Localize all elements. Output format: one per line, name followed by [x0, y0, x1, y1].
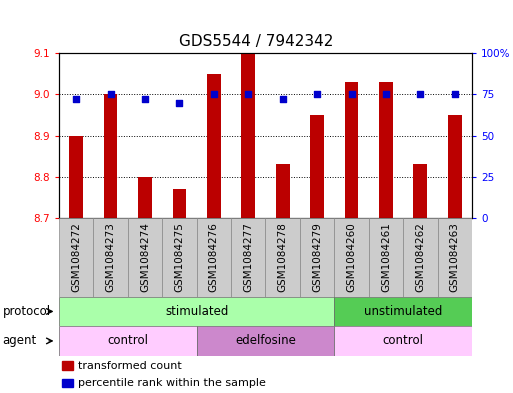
Bar [59, 297, 334, 326]
Bar [104, 94, 117, 218]
Text: GDS5544 / 7942342: GDS5544 / 7942342 [180, 34, 333, 49]
Bar [242, 53, 255, 218]
Bar [128, 218, 162, 297]
Bar [207, 73, 221, 218]
Text: GSM1084260: GSM1084260 [346, 222, 357, 292]
Bar [162, 218, 196, 297]
Text: GSM1084278: GSM1084278 [278, 222, 288, 292]
Bar [138, 177, 152, 218]
Text: GSM1084274: GSM1084274 [140, 222, 150, 292]
Text: protocol: protocol [3, 305, 51, 318]
Text: edelfosine: edelfosine [235, 334, 296, 347]
Point [382, 91, 390, 97]
Point [313, 91, 321, 97]
Text: GSM1084263: GSM1084263 [450, 222, 460, 292]
Text: GSM1084276: GSM1084276 [209, 222, 219, 292]
Bar [276, 164, 289, 218]
Bar [300, 218, 334, 297]
Bar [172, 189, 186, 218]
Text: GSM1084272: GSM1084272 [71, 222, 81, 292]
Point [279, 96, 287, 103]
Bar [231, 218, 266, 297]
Bar [379, 82, 393, 218]
Text: control: control [383, 334, 424, 347]
Text: GSM1084279: GSM1084279 [312, 222, 322, 292]
Point [347, 91, 356, 97]
Text: GSM1084261: GSM1084261 [381, 222, 391, 292]
Text: stimulated: stimulated [165, 305, 228, 318]
Text: percentile rank within the sample: percentile rank within the sample [78, 378, 266, 388]
Bar [369, 218, 403, 297]
Bar [334, 218, 369, 297]
Text: GSM1084262: GSM1084262 [416, 222, 425, 292]
Bar [62, 379, 73, 387]
Point [450, 91, 459, 97]
Bar [448, 115, 462, 218]
Bar [196, 218, 231, 297]
Text: GSM1084275: GSM1084275 [174, 222, 185, 292]
Point [210, 91, 218, 97]
Bar [403, 218, 438, 297]
Bar [310, 115, 324, 218]
Point [107, 91, 115, 97]
Text: control: control [107, 334, 148, 347]
Bar [413, 164, 427, 218]
Bar [438, 218, 472, 297]
Point [72, 96, 81, 103]
Bar [345, 82, 359, 218]
Bar [59, 326, 196, 356]
Point [244, 91, 252, 97]
Text: transformed count: transformed count [78, 360, 182, 371]
Bar [59, 218, 93, 297]
Bar [62, 361, 73, 370]
Bar [196, 326, 334, 356]
Text: unstimulated: unstimulated [364, 305, 442, 318]
Text: GSM1084273: GSM1084273 [106, 222, 115, 292]
Bar [334, 297, 472, 326]
Point [141, 96, 149, 103]
Point [416, 91, 424, 97]
Text: agent: agent [3, 334, 37, 347]
Point [175, 99, 184, 106]
Bar [69, 136, 83, 218]
Bar [334, 326, 472, 356]
Bar [93, 218, 128, 297]
Text: GSM1084277: GSM1084277 [243, 222, 253, 292]
Bar [265, 218, 300, 297]
